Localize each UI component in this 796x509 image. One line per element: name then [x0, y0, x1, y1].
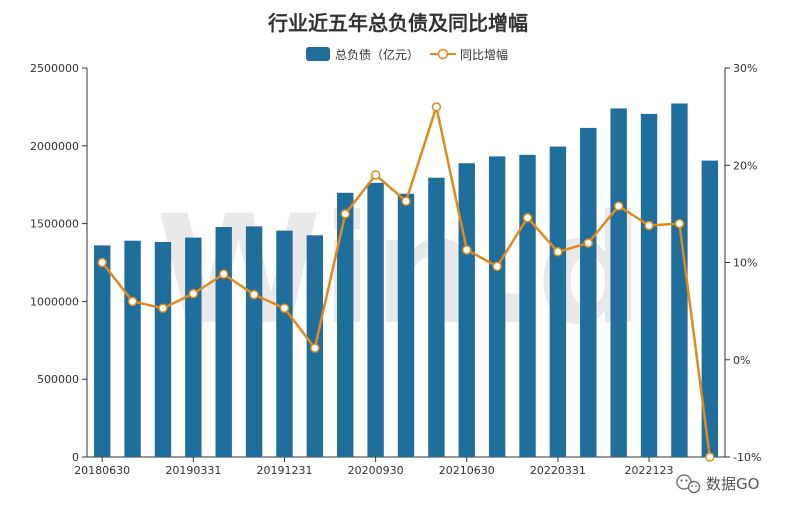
- line-point: [249, 289, 259, 300]
- line-point: [340, 209, 350, 219]
- x-tick-label: 20191231: [256, 464, 312, 477]
- y-right-tick-label: 30%: [733, 62, 757, 75]
- line-point: [218, 269, 229, 279]
- bar: [488, 156, 506, 457]
- line-point: [705, 452, 715, 462]
- line-point: [370, 170, 381, 180]
- wechat-icon: [676, 474, 701, 494]
- x-tick-label: 20180630: [74, 464, 130, 477]
- x-tick-label: 20200930: [348, 464, 404, 477]
- bar: [671, 103, 688, 457]
- line-point: [674, 218, 685, 229]
- bar: [337, 192, 354, 457]
- legend-swatch-bar: [306, 47, 330, 61]
- legend-label-line: 同比增幅: [460, 47, 508, 62]
- y-left-tick-label: 1500000: [30, 218, 79, 231]
- line-point: [188, 288, 199, 299]
- y-left-tick-label: 1000000: [30, 295, 79, 308]
- bar: [154, 241, 172, 457]
- branding: 数据GO: [676, 474, 759, 494]
- bar: [185, 237, 202, 457]
- bar: [397, 193, 415, 457]
- line-point: [431, 102, 442, 112]
- axes: 0 500000 1000000 1500000 2000000 2500000 -10% 0…: [30, 62, 761, 477]
- y-right-tick-label: 0%: [733, 354, 750, 367]
- bar: [610, 108, 627, 458]
- bar: [93, 245, 111, 457]
- y-right-tick-label: 20%: [733, 159, 757, 172]
- bar: [458, 163, 475, 457]
- y-left-tick-label: 2500000: [30, 62, 79, 75]
- line-series: [97, 102, 715, 462]
- y-right-tick-label: -10%: [733, 451, 761, 464]
- x-tick-label: 20220331: [530, 464, 586, 477]
- line-point: [522, 213, 533, 223]
- legend: 总负债（亿元） 同比增幅: [306, 47, 508, 62]
- line-point: [583, 238, 594, 248]
- legend-swatch-marker: [437, 48, 449, 60]
- y-left-tick-label: 2000000: [30, 140, 79, 153]
- line-point: [279, 303, 290, 313]
- line-point: [158, 303, 168, 313]
- bar: [124, 240, 141, 457]
- bar-series: [93, 103, 719, 458]
- x-tick-label: 20190331: [165, 464, 221, 477]
- chart-title: 行业近五年总负债及同比增幅: [267, 11, 528, 35]
- y-left-tick-label: 500000: [37, 373, 79, 386]
- brand-text: 数据GO: [706, 475, 759, 493]
- x-tick-label: 2022123: [625, 464, 674, 477]
- y-right-tick-label: 10%: [733, 257, 757, 270]
- bar: [701, 160, 719, 457]
- bar: [580, 127, 597, 457]
- line-point: [401, 196, 411, 206]
- line-point: [462, 245, 472, 255]
- bar: [367, 182, 384, 457]
- x-tick-label: 20210630: [439, 464, 495, 477]
- line-point: [613, 201, 624, 211]
- bar: [640, 113, 658, 457]
- line-point: [310, 343, 320, 353]
- bar: [215, 227, 232, 457]
- y-left-tick-label: 0: [72, 451, 79, 464]
- line-point: [644, 220, 654, 231]
- line-point: [553, 247, 563, 257]
- line-point: [492, 261, 502, 272]
- bar: [245, 226, 263, 457]
- bar: [549, 146, 567, 457]
- bar: [519, 154, 536, 457]
- legend-label-bar: 总负债（亿元）: [335, 47, 419, 62]
- line-point: [127, 296, 138, 307]
- bar: [428, 177, 445, 457]
- line-point: [97, 257, 107, 268]
- bar: [276, 230, 293, 457]
